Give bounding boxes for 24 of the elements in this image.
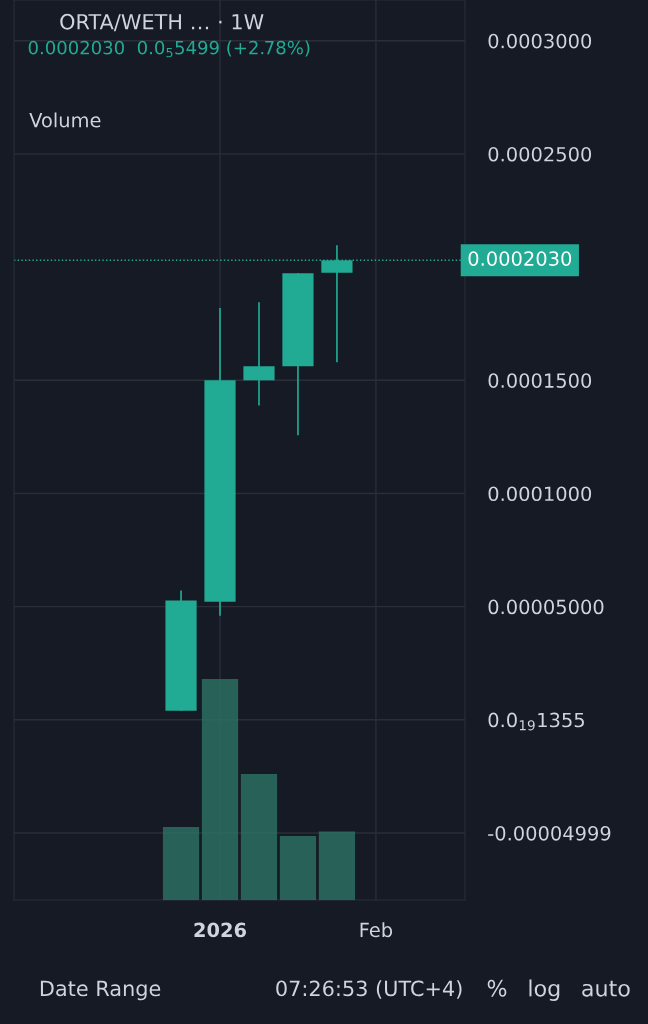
text: 07:26:53 (UTC+4) [276,980,462,999]
y-tick-label: 0.0$_{19}$1355 [488,712,584,731]
y-tick-label: 0.0001000 [488,486,592,502]
x-tick-label: Feb [360,922,393,938]
candlestick [243,301,275,407]
text: ORTA/WETH … · 1W [60,13,264,32]
text: auto [582,980,630,997]
text: log [529,979,560,1001]
text: 0.0002030 0.0$_{5}$5499 (+2.78%) [28,40,310,58]
bar [318,831,356,900]
text: % [487,979,507,997]
y-tick-label: 0.0001500 [488,373,592,388]
y-tick-label: 0.0002500 [488,146,592,162]
ref-line-label: 0.0002030 [468,251,572,266]
bar [279,835,317,900]
x-tick-label: 2026 [194,922,247,938]
y-tick-label: 0.00005000 [488,599,604,615]
text: Date Range [40,980,161,1001]
bar [201,679,239,900]
y-tick-label: -0.00004999 [488,825,611,841]
bar [240,774,278,900]
bar [162,827,200,900]
y-tick-label: 0.0003000 [488,33,592,49]
annotation: Volume [29,112,101,128]
